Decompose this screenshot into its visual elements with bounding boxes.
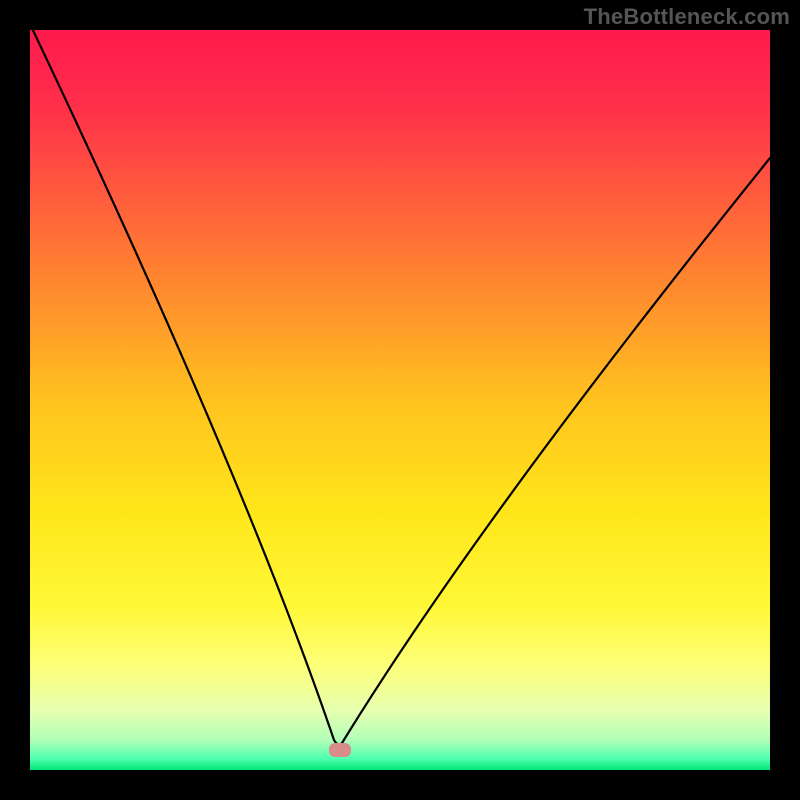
plot-area	[30, 30, 770, 770]
chart-outer: TheBottleneck.com	[0, 0, 800, 800]
bottleneck-curve	[30, 30, 770, 770]
watermark-text: TheBottleneck.com	[584, 4, 790, 30]
optimal-point-marker	[329, 743, 351, 757]
curve-path	[30, 30, 770, 744]
